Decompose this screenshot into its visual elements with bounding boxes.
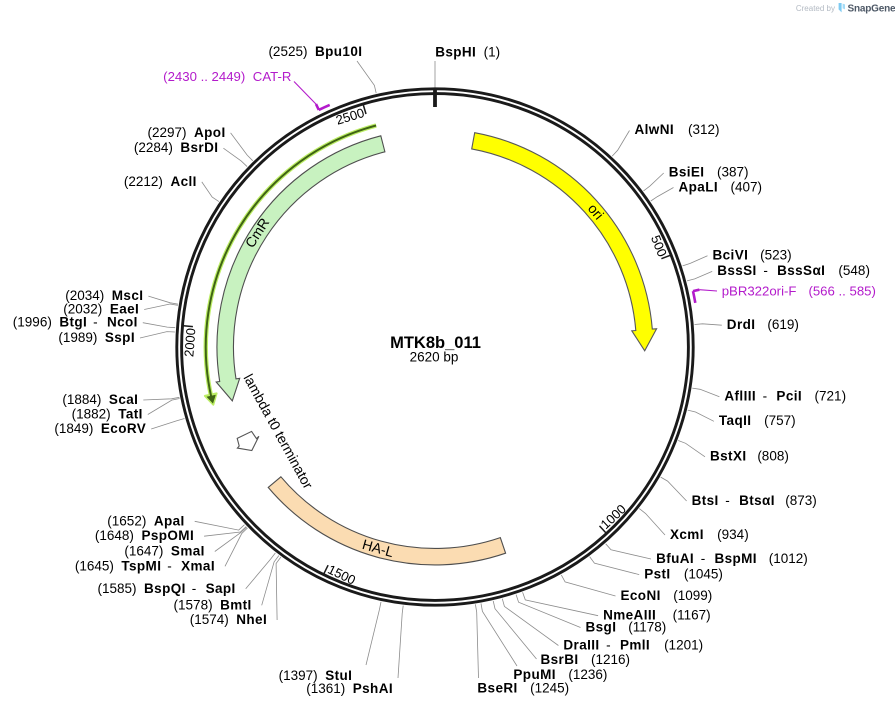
- svg-text:(1585)BspQI- SapI: (1585)BspQI- SapI: [98, 581, 236, 596]
- svg-text:(1989)SspI: (1989)SspI: [58, 330, 135, 345]
- svg-text:BstXI(808): BstXI(808): [710, 449, 789, 464]
- svg-text:(1996)BtgI- NcoI: (1996)BtgI- NcoI: [13, 315, 138, 330]
- svg-text:AlwNI(312): AlwNI(312): [635, 122, 720, 137]
- svg-text:BciVI(523): BciVI(523): [713, 248, 792, 263]
- svg-text:BspHI(1): BspHI(1): [435, 44, 500, 59]
- svg-text:(1578)BmtI: (1578)BmtI: [174, 597, 252, 612]
- svg-text:EcoNI(1099): EcoNI(1099): [621, 588, 713, 603]
- svg-text:DrdI(619): DrdI(619): [727, 317, 799, 332]
- svg-text:(1884)ScaI: (1884)ScaI: [62, 392, 138, 407]
- svg-text:pBR322ori-F(566 .. 585): pBR322ori-F(566 .. 585): [722, 284, 876, 299]
- svg-text:2000: 2000: [181, 327, 198, 357]
- svg-text:(2525)Bpu10I: (2525)Bpu10I: [268, 44, 362, 59]
- svg-text:BseRI(1245): BseRI(1245): [477, 680, 569, 695]
- svg-text:PstI(1045): PstI(1045): [644, 566, 723, 581]
- svg-text:SnapGene: SnapGene: [848, 3, 895, 14]
- svg-text:(1361)PshAI: (1361)PshAI: [306, 681, 393, 696]
- svg-text:(2297)ApoI: (2297)ApoI: [147, 125, 225, 140]
- svg-text:ApaLI(407): ApaLI(407): [679, 179, 763, 194]
- svg-text:(1849)EcoRV: (1849)EcoRV: [54, 421, 146, 436]
- svg-text:500: 500: [648, 233, 670, 259]
- svg-text:(2430 .. 2449)CAT-R: (2430 .. 2449)CAT-R: [163, 69, 291, 84]
- svg-text:TaqII(757): TaqII(757): [719, 413, 796, 428]
- svg-text:(1648)PspOMI: (1648)PspOMI: [95, 528, 194, 543]
- svg-text:BsiEI(387): BsiEI(387): [669, 165, 749, 180]
- svg-text:XcmI(934): XcmI(934): [670, 527, 749, 542]
- svg-text:BfuAI- BspMI(1012): BfuAI- BspMI(1012): [656, 551, 808, 566]
- svg-text:(2212)AclI: (2212)AclI: [124, 174, 197, 189]
- svg-text:BssSI- BssSαI(548): BssSI- BssSαI(548): [717, 263, 870, 278]
- svg-text:2620 bp: 2620 bp: [410, 350, 459, 365]
- svg-text:(1652)ApaI: (1652)ApaI: [107, 513, 184, 528]
- svg-text:(1645)TspMI- XmaI: (1645)TspMI- XmaI: [75, 558, 215, 573]
- svg-text:(1882)TatI: (1882)TatI: [72, 407, 143, 422]
- svg-text:(2284)BsrDI: (2284)BsrDI: [134, 140, 219, 155]
- svg-text:Created by: Created by: [796, 4, 835, 13]
- svg-text:DraIII- PmlI(1201): DraIII- PmlI(1201): [563, 637, 703, 652]
- svg-text:BsrBI(1216): BsrBI(1216): [541, 652, 631, 667]
- svg-text:AflIII- PciI(721): AflIII- PciI(721): [724, 389, 846, 404]
- svg-text:(1574)NheI: (1574)NheI: [190, 612, 267, 627]
- svg-text:(1647)SmaI: (1647)SmaI: [124, 544, 204, 559]
- svg-text:BtsI- BtsαI(873): BtsI- BtsαI(873): [692, 493, 817, 508]
